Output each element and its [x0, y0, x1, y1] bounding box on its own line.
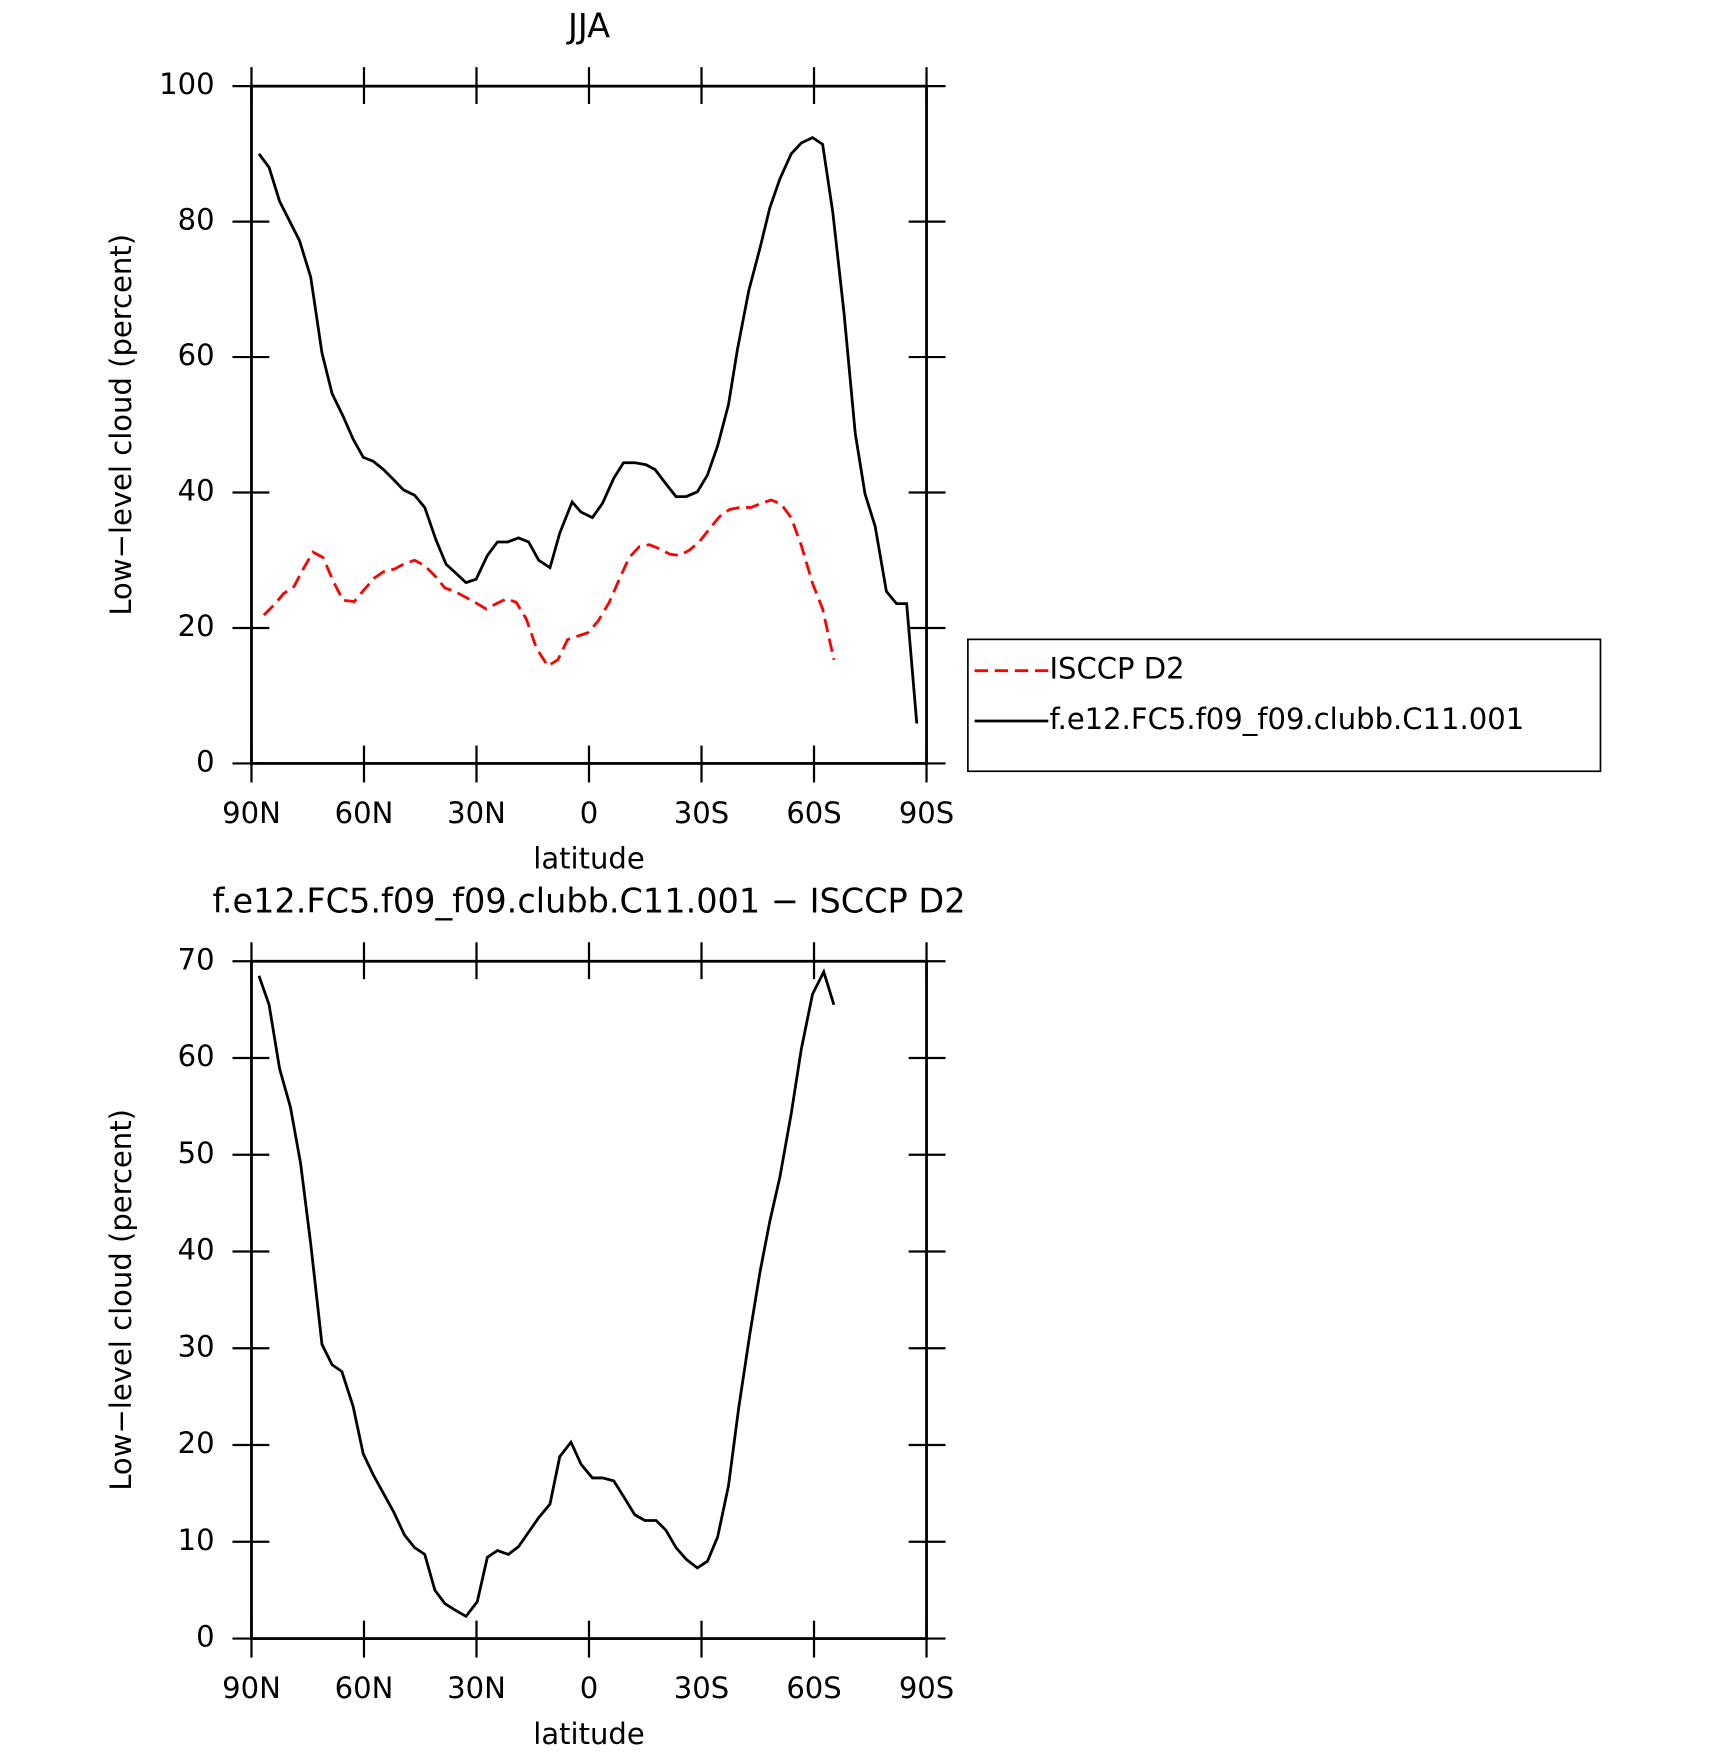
y-tick-label: 20: [178, 609, 215, 643]
y-tick-label: 0: [196, 1620, 214, 1654]
y-tick-label: 70: [178, 942, 215, 976]
x-tick-label: 60N: [335, 1671, 394, 1705]
x-axis-label: latitude: [533, 1717, 644, 1751]
x-tick-label: 90N: [222, 796, 281, 830]
legend-box: [967, 638, 1602, 773]
y-tick-label: 100: [159, 67, 214, 101]
plot-frame: [250, 959, 928, 1640]
series-line: [257, 136, 919, 724]
y-tick-label: 40: [178, 1233, 215, 1267]
x-tick-label: 60S: [786, 1671, 841, 1705]
x-tick-label: 30S: [674, 1671, 729, 1705]
series-line: [262, 498, 836, 668]
plot-frame: [250, 84, 928, 765]
chart-title: f.e12.FC5.f09_f09.clubb.C11.001 − ISCCP …: [212, 882, 965, 921]
y-tick-label: 60: [178, 338, 215, 372]
y-tick-label: 0: [196, 744, 214, 778]
x-tick-label: 0: [580, 1671, 598, 1705]
x-tick-label: 30N: [447, 1671, 506, 1705]
x-tick-label: 30N: [447, 796, 506, 830]
chart-title: JJA: [566, 7, 610, 46]
x-tick-label: 0: [580, 796, 598, 830]
y-tick-label: 20: [178, 1426, 215, 1460]
x-tick-label: 60N: [335, 796, 394, 830]
legend-label: f.e12.FC5.f09_f09.clubb.C11.001: [1049, 702, 1524, 736]
y-tick-label: 50: [178, 1136, 215, 1170]
y-tick-label: 10: [178, 1523, 215, 1557]
x-tick-label: 90S: [899, 1671, 954, 1705]
x-axis-label: latitude: [533, 842, 644, 876]
y-axis-label: Low−level cloud (percent): [104, 1109, 138, 1491]
y-tick-label: 60: [178, 1039, 215, 1073]
y-tick-label: 30: [178, 1329, 215, 1363]
x-tick-label: 60S: [786, 796, 841, 830]
y-tick-label: 40: [178, 474, 215, 508]
y-axis-label: Low−level cloud (percent): [104, 234, 138, 616]
series-line: [257, 968, 836, 1619]
legend-label: ISCCP D2: [1049, 652, 1184, 686]
x-tick-label: 90N: [222, 1671, 281, 1705]
x-tick-label: 30S: [674, 796, 729, 830]
y-tick-label: 80: [178, 203, 215, 237]
x-tick-label: 90S: [899, 796, 954, 830]
